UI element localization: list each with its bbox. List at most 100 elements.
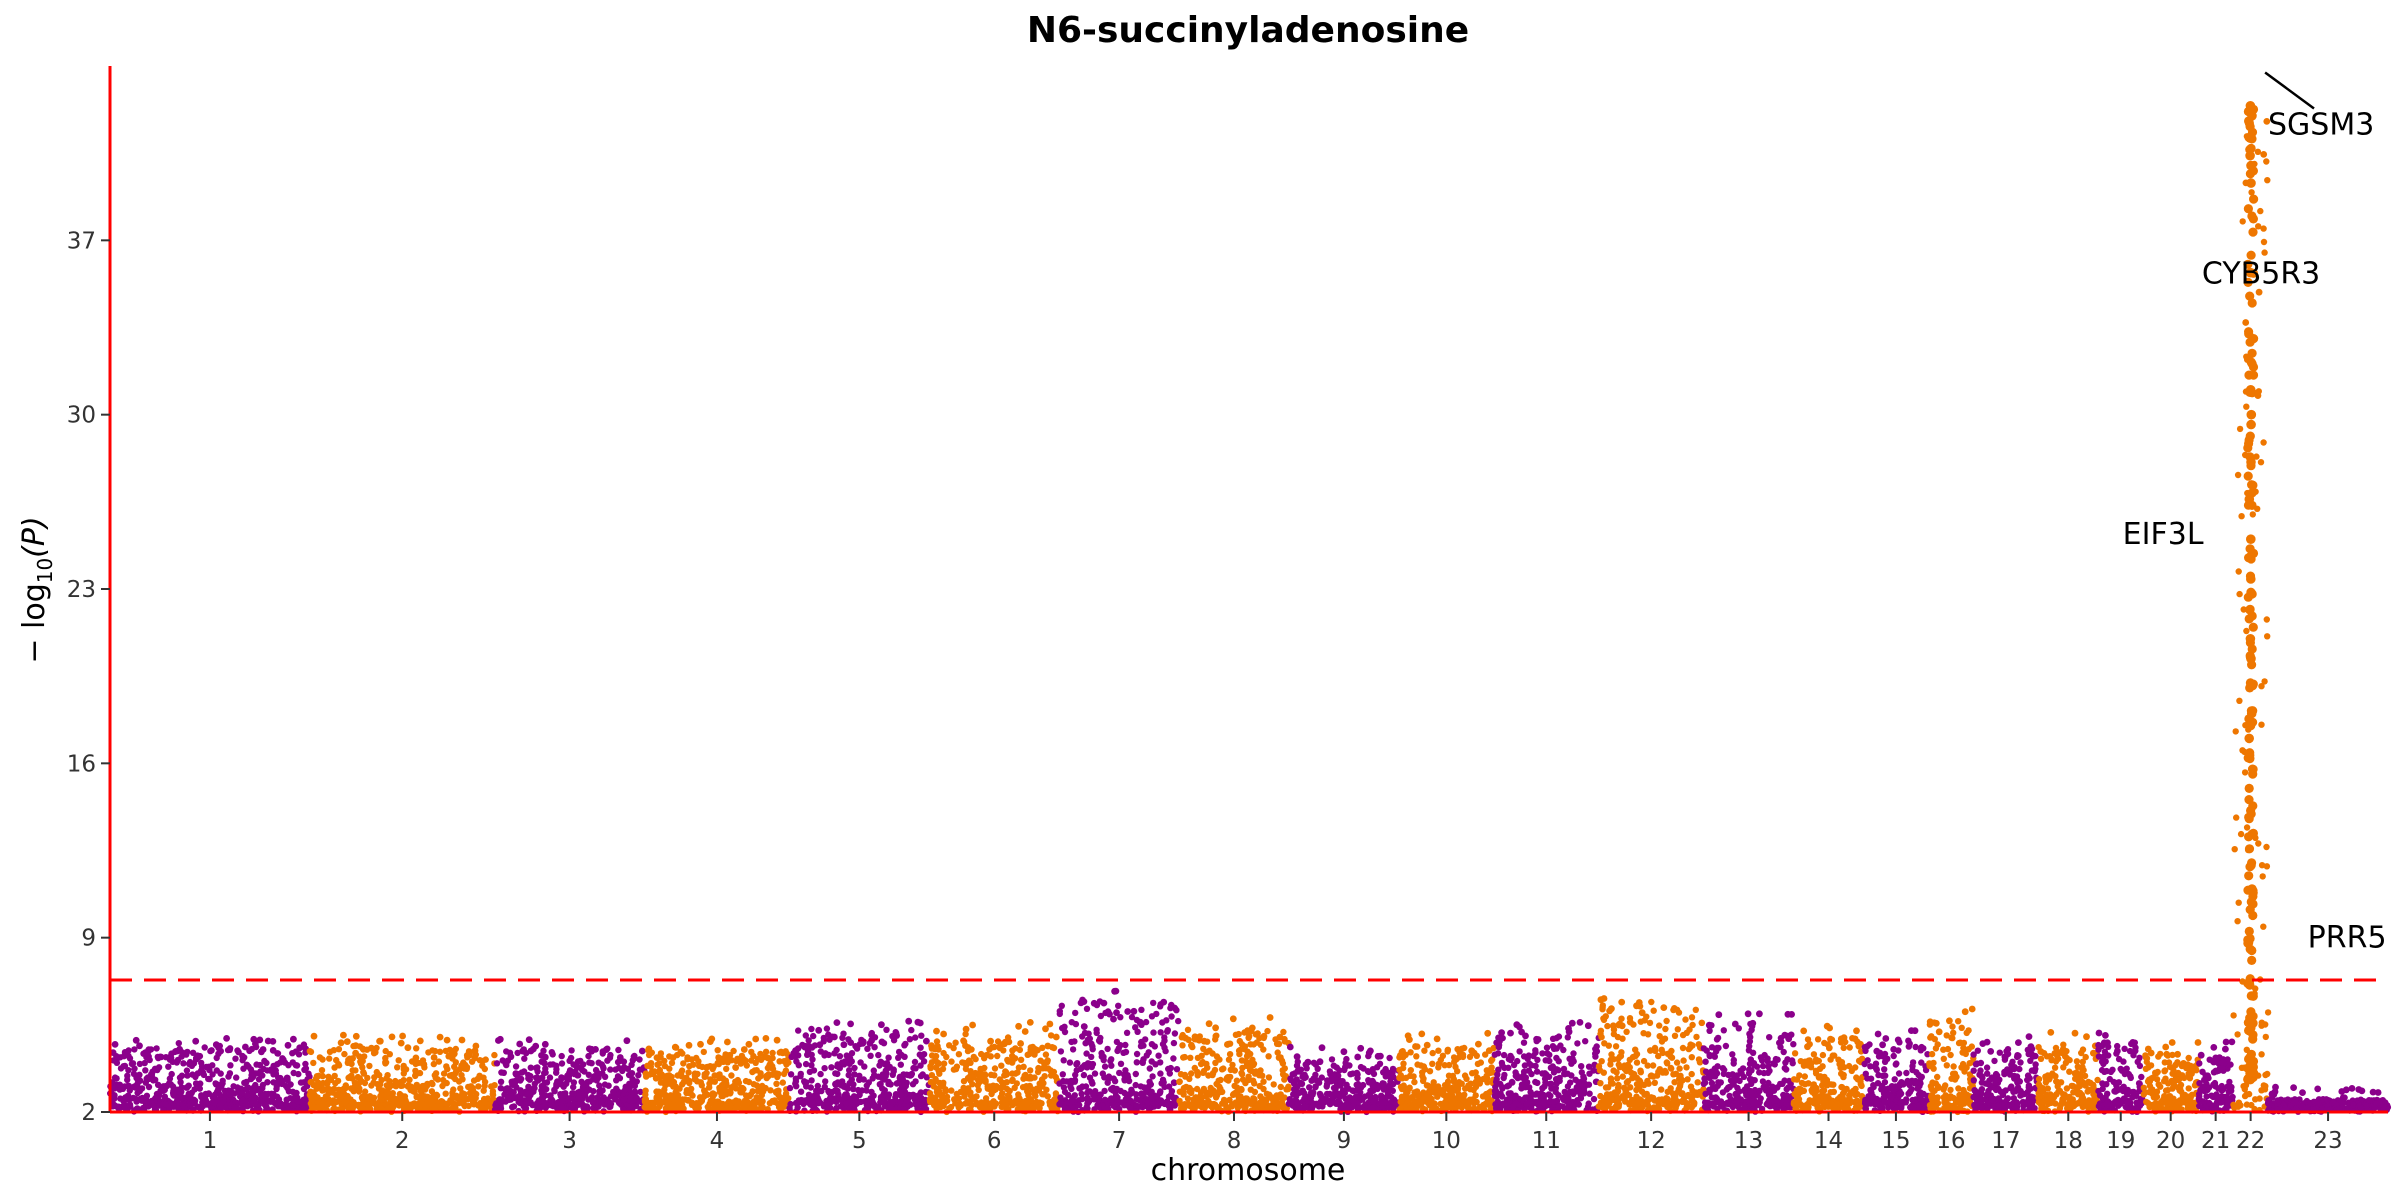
snp-point	[1283, 1086, 1290, 1093]
snp-point	[1042, 1065, 1049, 1072]
snp-point	[157, 1053, 164, 1060]
snp-point	[908, 1026, 915, 1034]
snp-point	[1565, 1102, 1573, 1110]
snp-point	[750, 1081, 757, 1088]
snp-point	[962, 1025, 970, 1033]
snp-point	[763, 1074, 770, 1082]
snp-point	[1663, 1095, 1670, 1102]
snp-point	[962, 1065, 970, 1073]
snp-point	[1584, 1022, 1592, 1030]
snp-point	[255, 1076, 263, 1083]
snp-point	[1595, 1103, 1603, 1110]
snp-point	[315, 1099, 323, 1106]
snp-point	[851, 1064, 858, 1072]
snp-point	[1618, 1022, 1626, 1030]
snp-point	[425, 1049, 432, 1056]
snp-point	[413, 1084, 420, 1091]
snp-point	[1632, 1046, 1639, 1053]
snp-point	[1505, 1064, 1512, 1072]
snp-point	[1361, 1093, 1369, 1100]
snp-point	[675, 1097, 682, 1105]
snp-point	[964, 1044, 972, 1051]
snp-point	[1187, 1054, 1194, 1062]
snp-point	[1016, 1046, 1024, 1054]
snp-point	[1148, 1041, 1156, 1048]
snp-point	[620, 1063, 628, 1071]
snp-point	[1597, 1080, 1604, 1087]
snp-point	[1546, 1051, 1553, 1059]
snp-point	[1672, 1104, 1679, 1112]
snp-point	[1260, 1032, 1268, 1040]
snp-point	[585, 1052, 592, 1060]
snp-point	[982, 1078, 989, 1086]
snp-point	[569, 1070, 577, 1077]
snp-point	[564, 1076, 571, 1083]
snp-point	[1680, 1057, 1687, 1064]
snp-point	[361, 1088, 369, 1095]
snp-point	[408, 1101, 415, 1109]
snp-point	[1107, 1057, 1114, 1065]
snp-point	[247, 1102, 254, 1109]
snp-point	[1610, 1056, 1617, 1063]
snp-point	[558, 1060, 566, 1067]
snp-point	[306, 1048, 314, 1055]
snp-point	[1533, 1068, 1541, 1075]
snp-point	[875, 1051, 882, 1059]
snp-point	[951, 1096, 958, 1104]
snp-point	[773, 1080, 780, 1088]
snp-point	[1197, 1060, 1205, 1068]
snp-point	[880, 1099, 888, 1106]
snp-point	[705, 1105, 712, 1112]
snp-point	[726, 1051, 734, 1059]
snp-point	[1417, 1062, 1425, 1069]
snp-point	[1298, 1080, 1306, 1088]
snp-point	[260, 1065, 267, 1073]
snp-point	[1670, 1071, 1677, 1078]
snp-point	[672, 1083, 679, 1090]
snp-point	[1541, 1083, 1548, 1090]
snp-point	[156, 1102, 164, 1109]
snp-point	[1698, 1019, 1706, 1026]
snp-point	[730, 1047, 737, 1055]
snp-point	[1494, 1071, 1501, 1078]
snp-point	[1434, 1093, 1441, 1100]
snp-point	[978, 1050, 985, 1058]
snp-point	[111, 1092, 118, 1099]
snp-point	[1686, 1026, 1693, 1033]
snp-point	[430, 1054, 438, 1061]
snp-point	[398, 1099, 405, 1107]
snp-point	[1695, 1041, 1703, 1048]
snp-point	[178, 1072, 186, 1079]
snp-point	[187, 1102, 194, 1109]
snp-point	[535, 1097, 542, 1104]
snp-point	[1507, 1029, 1514, 1037]
snp-point	[442, 1090, 449, 1097]
snp-point	[727, 1090, 734, 1097]
snp-point	[543, 1079, 551, 1086]
snp-point	[948, 1058, 955, 1065]
snp-point	[1447, 1096, 1454, 1104]
snp-point	[1033, 1098, 1040, 1106]
snp-point	[377, 1096, 384, 1103]
snp-point	[623, 1037, 631, 1045]
snp-point	[1369, 1079, 1377, 1087]
snp-point	[794, 1104, 801, 1111]
snp-point	[175, 1040, 182, 1047]
snp-point	[504, 1085, 511, 1092]
snp-point	[706, 1038, 714, 1045]
snp-point	[1100, 1053, 1107, 1061]
snp-point	[861, 1063, 868, 1070]
snp-point	[916, 1019, 924, 1027]
snp-point	[1301, 1090, 1308, 1097]
snp-point	[406, 1076, 413, 1084]
snp-point	[1619, 1035, 1626, 1042]
snp-point	[1152, 1061, 1159, 1068]
snp-point	[382, 1047, 389, 1055]
snp-point	[1473, 1052, 1481, 1060]
snp-point	[804, 1096, 811, 1103]
snp-point	[734, 1078, 741, 1086]
snp-point	[1017, 1056, 1025, 1064]
snp-point	[892, 1029, 899, 1036]
snp-point	[802, 1032, 809, 1039]
snp-point	[1168, 1001, 1175, 1009]
